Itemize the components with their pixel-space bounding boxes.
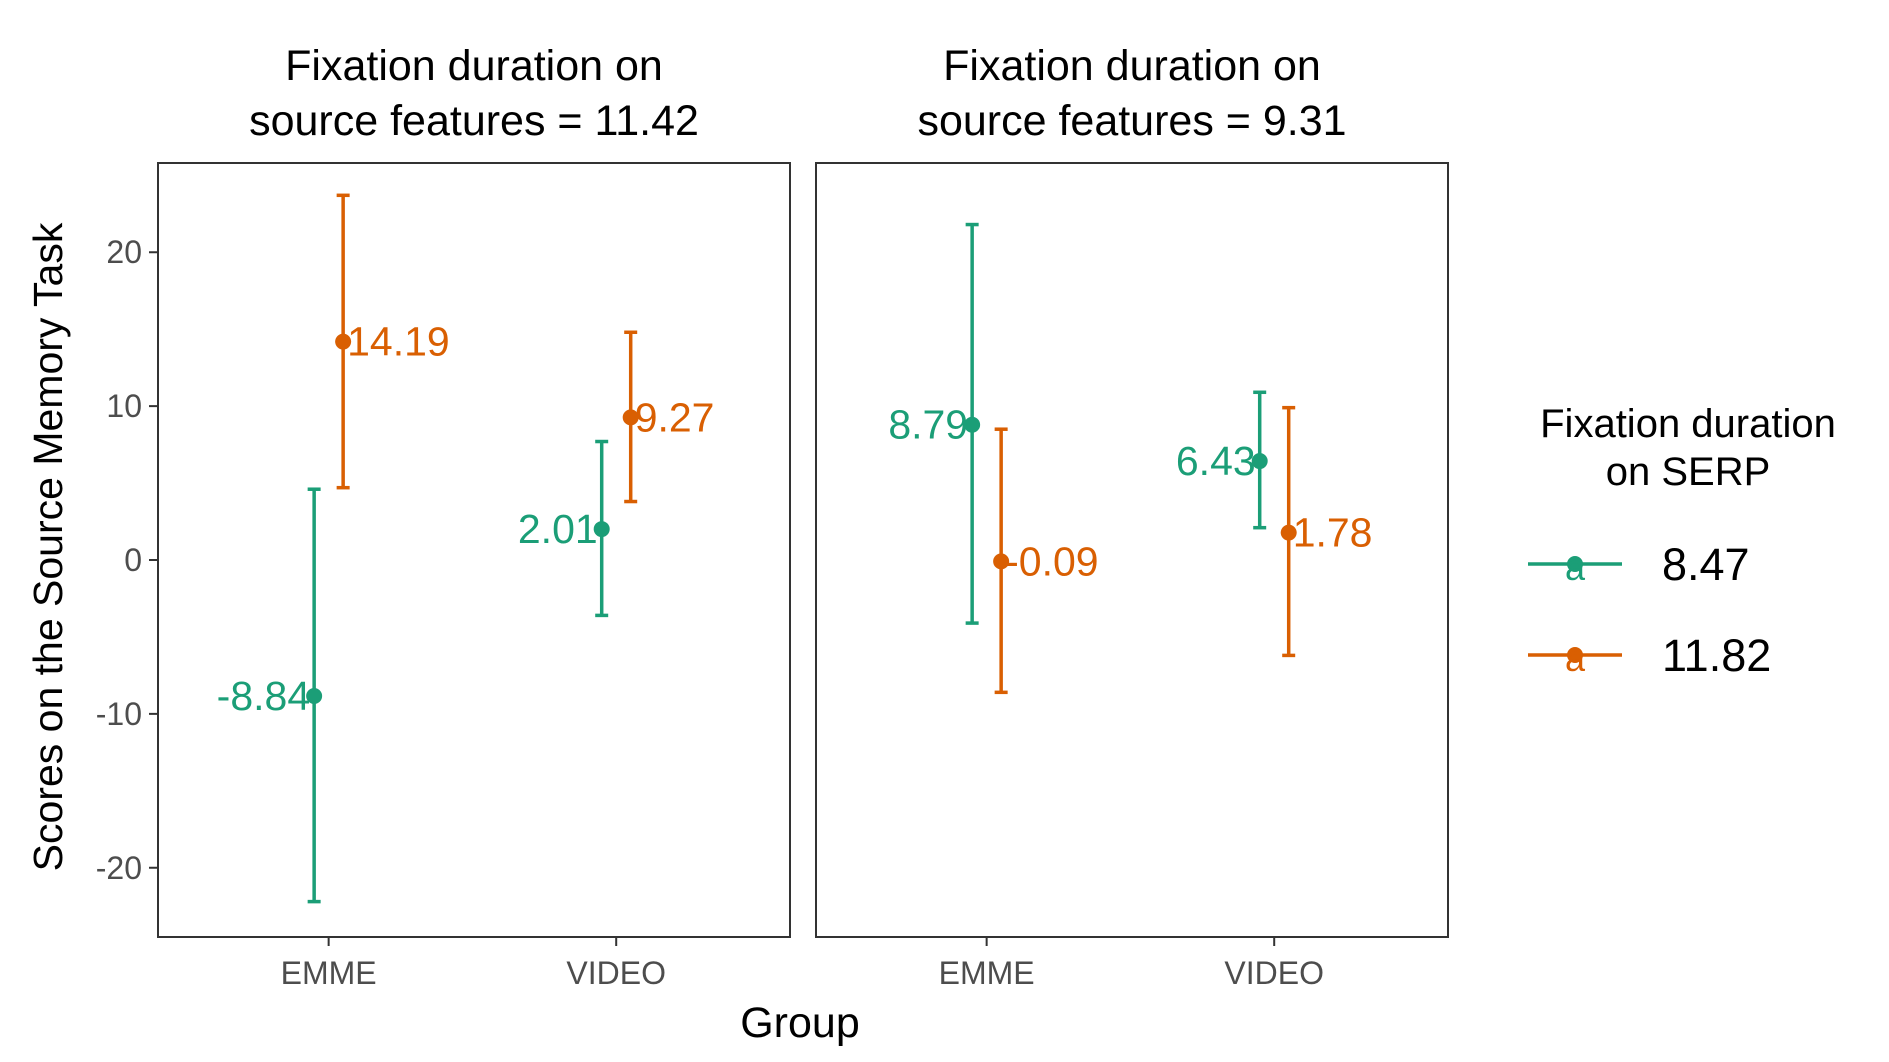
panel-title-line2: source features = 11.42 — [249, 97, 699, 145]
x-tick-label: VIDEO — [566, 955, 666, 991]
data-label: 6.43 — [1176, 438, 1256, 484]
data-label: 14.19 — [347, 319, 450, 365]
data-point — [1251, 453, 1268, 470]
panels: Fixation duration on source features = 11… — [96, 42, 1449, 991]
panel-title-line2: source features = 9.31 — [917, 97, 1346, 145]
data-point — [622, 409, 639, 426]
panel-2: Fixation duration on source features = 9.… — [815, 42, 1449, 991]
legend-item-label: 11.82 — [1662, 630, 1771, 681]
panel-1: Fixation duration on source features = 11… — [96, 42, 791, 991]
legend-items: a 8.47 a 11.82 — [1528, 539, 1771, 681]
y-tick-label: -20 — [96, 850, 142, 886]
legend: Fixation duration on SERP a 8.47 a 11.82 — [1528, 402, 1836, 681]
data-label: 1.78 — [1293, 510, 1373, 556]
x-tick-label: EMME — [281, 955, 377, 991]
x-axis-title: Group — [740, 999, 860, 1047]
data-label: 9.27 — [635, 394, 715, 440]
y-tick-label: 10 — [106, 388, 142, 424]
panel-border — [815, 162, 1449, 938]
data-label: 8.79 — [888, 402, 968, 448]
data-point — [306, 688, 323, 705]
y-axis-title: Scores on the Source Memory Task — [25, 222, 71, 871]
y-tick-label: 20 — [106, 234, 142, 270]
legend-key-point — [1567, 556, 1583, 572]
data-point — [1280, 524, 1297, 541]
legend-item-1: a 8.47 — [1528, 539, 1750, 590]
legend-key-point — [1567, 647, 1583, 663]
data-label: 2.01 — [518, 506, 598, 552]
legend-title-line2: on SERP — [1606, 450, 1771, 494]
data-label: -8.84 — [217, 673, 310, 719]
legend-key-glyph: a — [1565, 638, 1586, 679]
data-point — [993, 553, 1010, 570]
legend-key-glyph: a — [1565, 547, 1586, 588]
x-tick-label: VIDEO — [1224, 955, 1324, 991]
y-tick-label: -10 — [96, 696, 142, 732]
data-point — [335, 333, 352, 350]
legend-item-2: a 11.82 — [1528, 630, 1771, 681]
panel-border — [157, 162, 791, 938]
y-tick-label: 0 — [124, 542, 142, 578]
x-tick-label: EMME — [939, 955, 1035, 991]
legend-title-line1: Fixation duration — [1540, 402, 1836, 446]
data-point — [593, 521, 610, 538]
panel-title-line1: Fixation duration on — [285, 42, 663, 90]
legend-item-label: 8.47 — [1662, 539, 1750, 590]
data-point — [964, 416, 981, 433]
panel-title-line1: Fixation duration on — [943, 42, 1321, 90]
data-label: -0.09 — [1005, 538, 1098, 584]
